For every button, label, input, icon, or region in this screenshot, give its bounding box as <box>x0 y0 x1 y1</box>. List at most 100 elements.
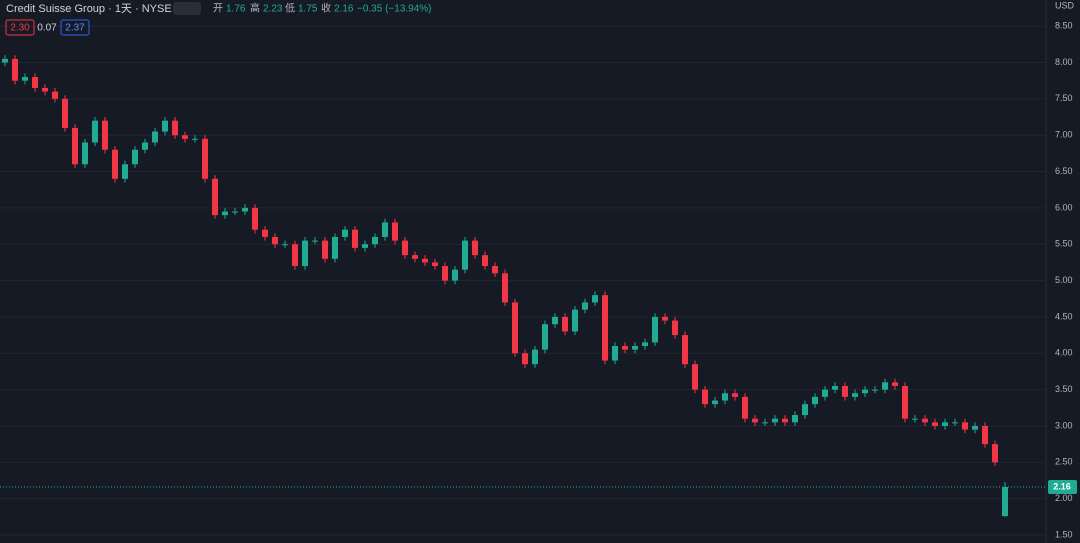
y-tick-label: 6.00 <box>1055 202 1073 212</box>
candle-body <box>282 244 288 246</box>
y-tick-label: 2.00 <box>1055 493 1073 503</box>
candle-body <box>992 444 998 463</box>
candle-body <box>922 418 928 423</box>
y-tick-label: 5.50 <box>1055 239 1073 249</box>
y-tick-label: 4.00 <box>1055 348 1073 358</box>
candle-body <box>592 295 598 303</box>
candle-body <box>452 269 458 281</box>
candle-body <box>382 222 388 237</box>
candle-body <box>512 302 518 354</box>
candle-body <box>1002 487 1008 517</box>
candle-body <box>652 316 658 343</box>
candle-body <box>542 324 548 350</box>
candle-body <box>412 255 418 259</box>
y-tick-label: 1.50 <box>1055 529 1073 539</box>
candle-body <box>52 91 58 99</box>
candle-body <box>692 364 698 390</box>
candle-body <box>202 138 208 179</box>
candle-body <box>92 120 98 143</box>
legend-close: 2.16 <box>334 4 354 15</box>
candle-body <box>432 262 438 267</box>
candle-body <box>292 244 298 267</box>
candle-body <box>862 389 868 394</box>
candle-body <box>852 393 858 397</box>
candle-body <box>42 87 48 92</box>
candle-body <box>242 207 248 212</box>
candle-body <box>662 316 668 321</box>
candle-body <box>722 393 728 401</box>
candle-body <box>212 178 218 216</box>
candle-body <box>982 425 988 445</box>
candle-body <box>312 240 318 242</box>
legend-high: 2.23 <box>263 4 283 15</box>
candle-body <box>252 207 258 230</box>
candles <box>2 55 1008 517</box>
candle-body <box>122 164 128 179</box>
candle-body <box>882 382 888 390</box>
candle-body <box>262 229 268 237</box>
candle-body <box>442 266 448 281</box>
candle-body <box>392 222 398 241</box>
candle-body <box>942 422 948 426</box>
candle-body <box>402 240 408 256</box>
candle-body <box>142 142 148 150</box>
candle-body <box>612 346 618 361</box>
candle-body <box>522 353 528 365</box>
candle-body <box>182 135 188 139</box>
candle-body <box>562 316 568 332</box>
candle-body <box>752 418 758 423</box>
legend-open: 1.76 <box>226 4 246 15</box>
candle-body <box>2 58 8 63</box>
candle-body <box>72 127 78 165</box>
candle-body <box>952 422 958 424</box>
candle-body <box>172 120 178 136</box>
candle-body <box>472 240 478 256</box>
candle-body <box>362 244 368 248</box>
candle-body <box>232 211 238 213</box>
candle-body <box>822 389 828 397</box>
candle-body <box>812 396 818 405</box>
candle-body <box>82 142 88 165</box>
candle-body <box>102 120 108 150</box>
candle-body <box>342 229 348 237</box>
y-tick-label: 8.00 <box>1055 57 1073 67</box>
badge-text: 0.07 <box>37 23 57 34</box>
candle-body <box>12 58 18 81</box>
candle-body <box>872 389 878 391</box>
toggle[interactable] <box>173 2 201 15</box>
candle-body <box>702 389 708 405</box>
currency: USD <box>1055 0 1075 10</box>
y-tick-label: 8.50 <box>1055 21 1073 31</box>
candle-body <box>772 418 778 423</box>
candle-body <box>372 236 378 245</box>
candle-body <box>912 418 918 420</box>
badge-text: 2.37 <box>65 23 85 34</box>
legend-change: −0.35 (−13.94%) <box>357 4 432 15</box>
legend-open-label: 开 <box>213 4 223 15</box>
candle-body <box>462 240 468 270</box>
candle-body <box>732 393 738 397</box>
candle-body <box>682 335 688 365</box>
y-tick-label: 3.00 <box>1055 420 1073 430</box>
candle-body <box>492 266 498 274</box>
candle-body <box>302 240 308 267</box>
y-tick-label: 2.50 <box>1055 457 1073 467</box>
candle-body <box>322 240 328 259</box>
candle-body <box>582 302 588 310</box>
candle-body <box>832 385 838 390</box>
candle-body <box>892 382 898 386</box>
candle-body <box>552 316 558 325</box>
candle-body <box>672 320 678 336</box>
badge <box>60 19 90 36</box>
candle-body <box>762 422 768 424</box>
badge <box>5 19 35 36</box>
candle-body <box>712 400 718 405</box>
price-tag <box>1048 480 1077 495</box>
candle-body <box>932 422 938 426</box>
candle-body <box>62 98 68 128</box>
candle-body <box>532 349 538 365</box>
candle-body <box>32 77 38 88</box>
